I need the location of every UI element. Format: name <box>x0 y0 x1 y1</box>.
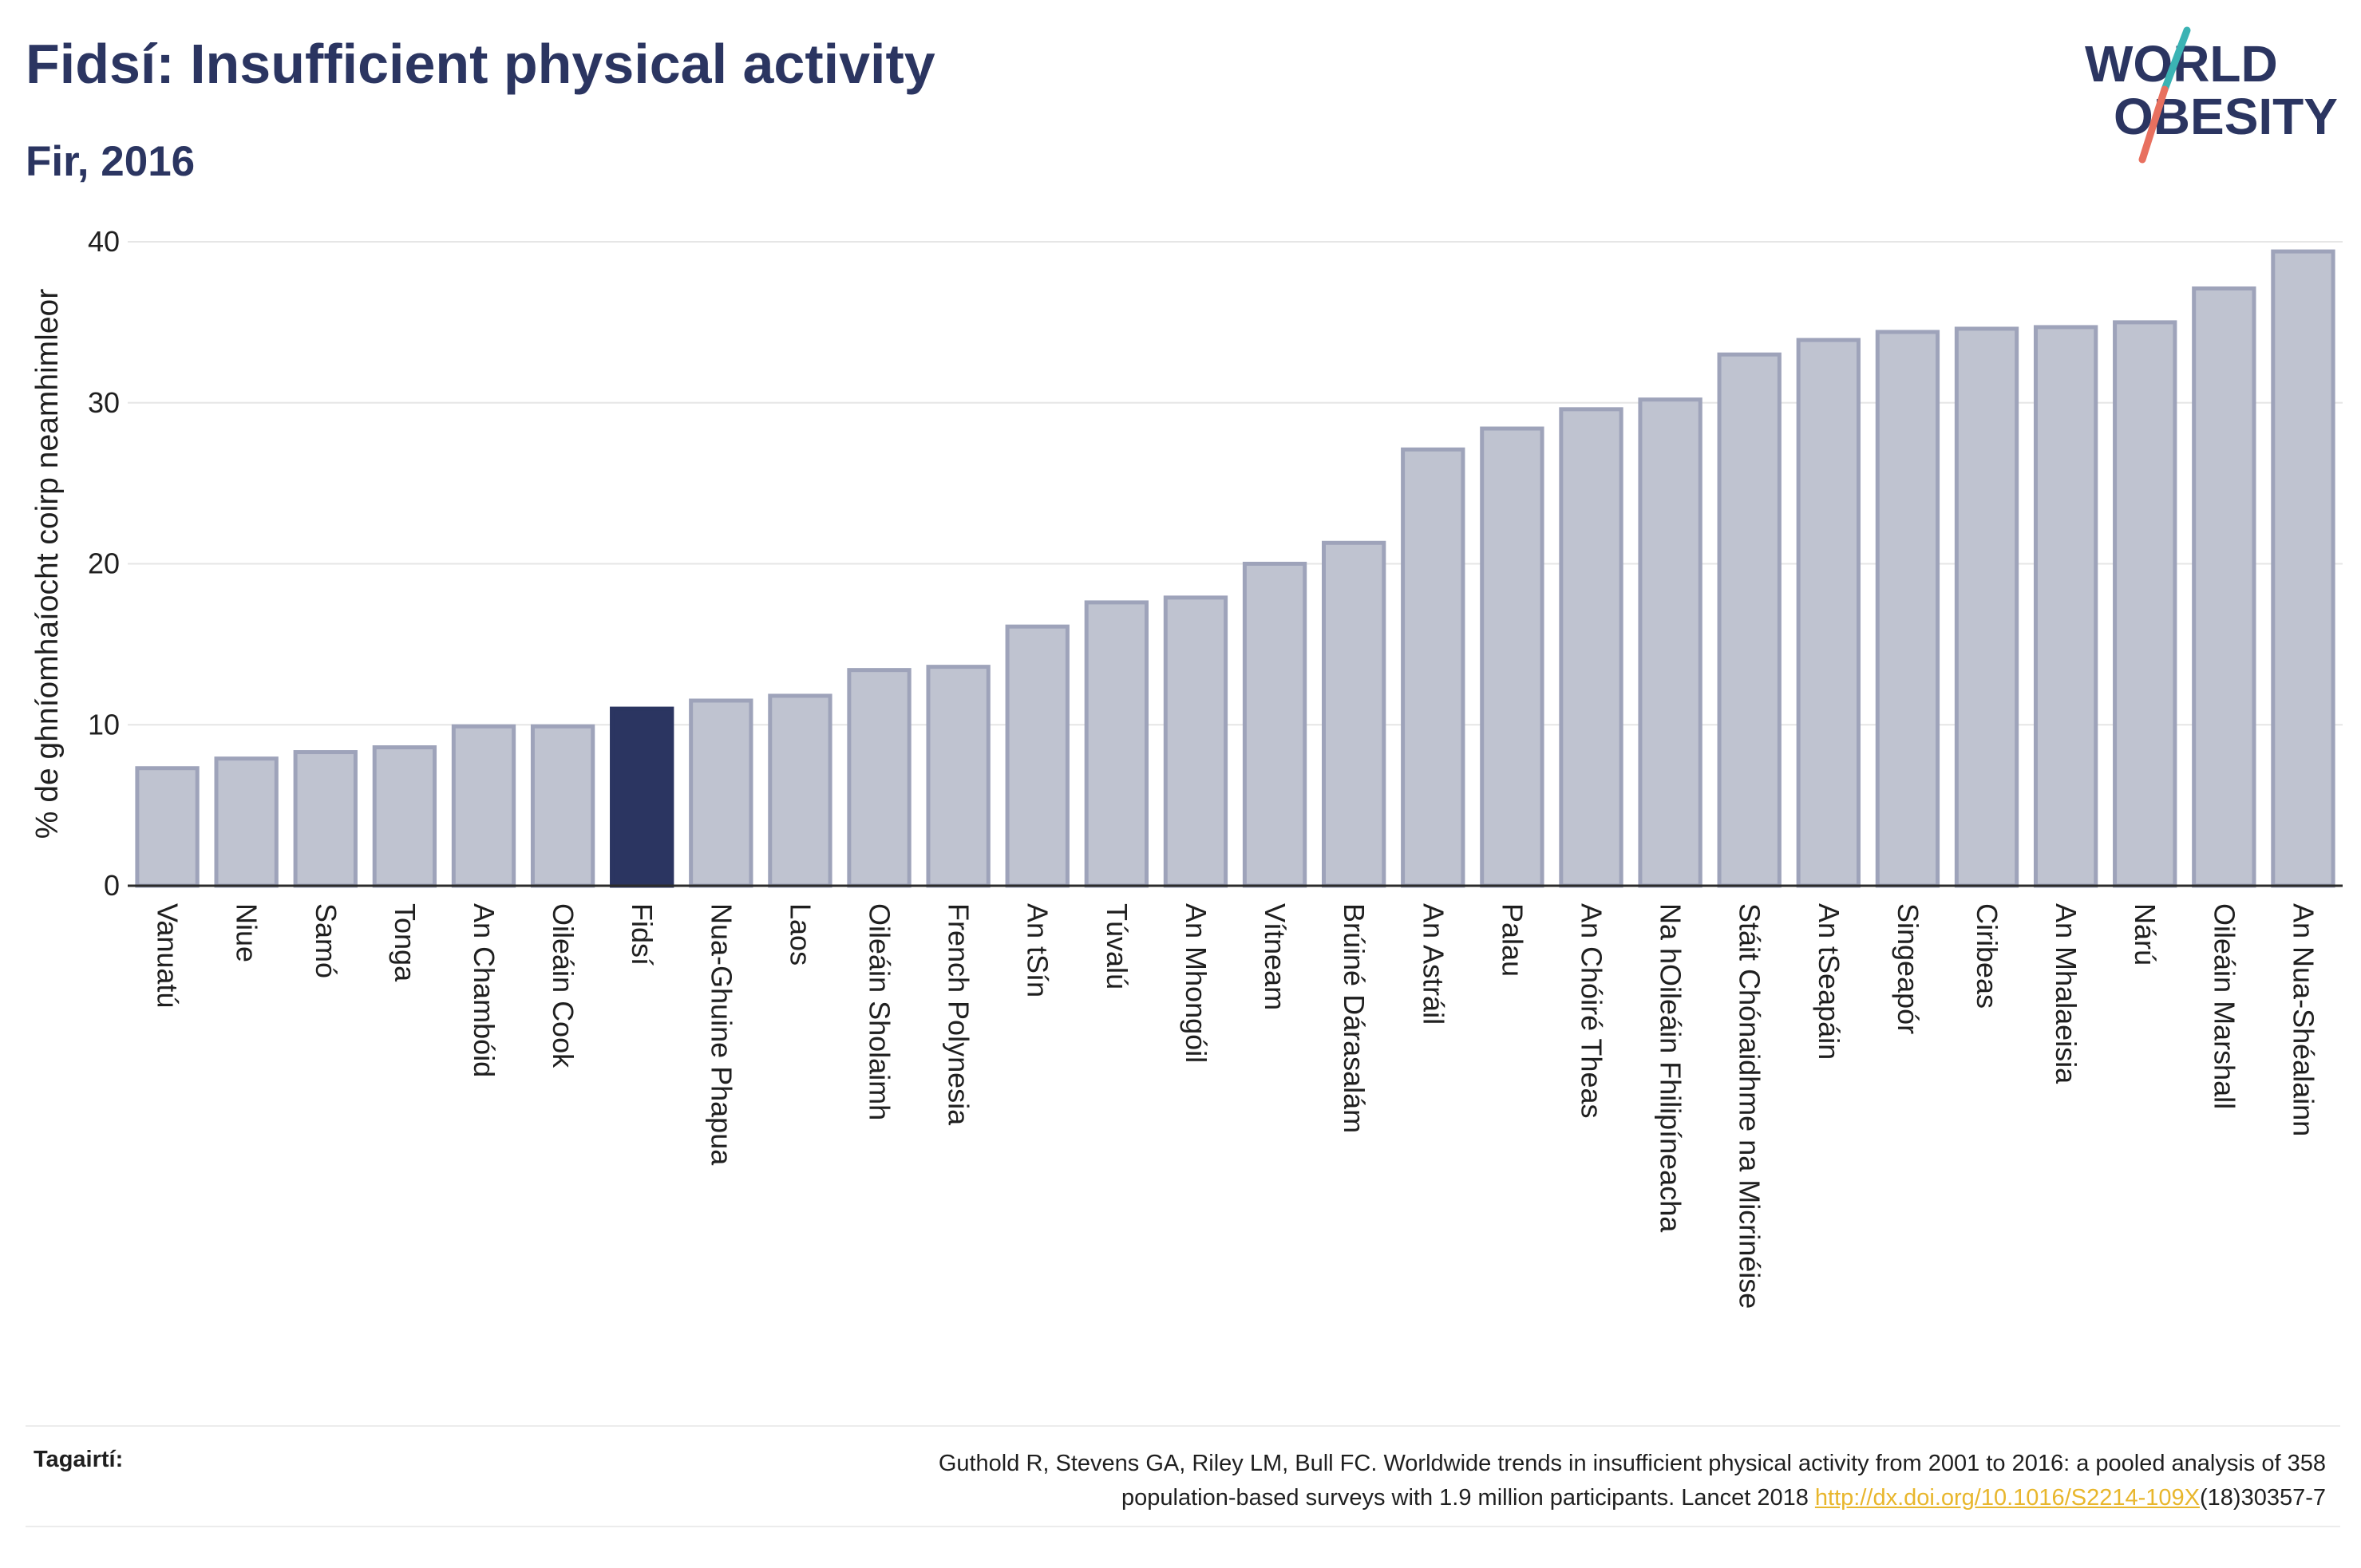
x-tick-label: Tonga <box>389 903 421 982</box>
bar-country <box>1480 426 1544 888</box>
y-tick-label: 0 <box>104 869 120 902</box>
bar-country <box>1242 562 1307 888</box>
bar-country <box>1322 540 1386 888</box>
bar-country <box>2192 286 2256 888</box>
reference-text: Guthold R, Stevens GA, Riley LM, Bull FC… <box>490 1447 2326 1515</box>
y-tick-label: 10 <box>88 708 120 741</box>
x-tick-label: Oileáin Marshall <box>2208 903 2240 1109</box>
bars <box>135 249 2335 888</box>
x-tick-label: Ciribeas <box>1971 903 2003 1009</box>
bar-country <box>1401 447 1465 888</box>
reference-label: Tagairtí: <box>34 1447 124 1472</box>
x-tick-label: An Chambóid <box>468 903 500 1077</box>
x-tick-label: Fidsí <box>626 903 658 966</box>
x-tick-label: An Mhalaeisia <box>2050 903 2082 1084</box>
x-tick-label: Brúiné Dárasalám <box>1338 903 1370 1133</box>
bar-country <box>214 756 279 888</box>
bar-country <box>2271 249 2335 888</box>
bar-country <box>1163 595 1228 888</box>
bar-country <box>1875 330 1940 888</box>
bar-country <box>293 750 358 888</box>
x-tick-label: Vítneam <box>1259 903 1291 1010</box>
bar-chart: 0 10 20 30 40 Vanuatú Niue Samó Tonga An Chambói… <box>30 225 2343 1309</box>
y-axis-title: % de ghníomhaíocht coirp neamhimleor <box>30 289 65 839</box>
x-axis-labels: Vanuatú Niue Samó Tonga An Chambóid Oileáin C… <box>152 903 2320 1309</box>
x-tick-label: Oileáin Sholaimh <box>864 903 896 1120</box>
x-tick-label: An Mhongóil <box>1180 903 1212 1063</box>
bar-country <box>451 724 516 888</box>
y-tick-label: 20 <box>88 547 120 580</box>
bar-country <box>689 698 753 888</box>
x-tick-label: Oileáin Cook <box>547 903 579 1068</box>
x-tick-label: Stáit Chónaidhme na Micrinéise <box>1734 903 1766 1309</box>
bar-country <box>1954 326 2019 888</box>
bar-country <box>135 766 200 888</box>
footer-divider-top <box>26 1425 2340 1427</box>
x-tick-label: French Polynesia <box>943 903 975 1126</box>
bar-country <box>2033 325 2098 888</box>
chart-title: Fidsí: Insufficient physical activity <box>26 33 935 95</box>
x-tick-label: An Chóiré Theas <box>1575 903 1608 1119</box>
y-axis-ticks: 0 10 20 30 40 <box>88 225 120 902</box>
y-tick-label: 30 <box>88 386 120 419</box>
x-tick-label: Palau <box>1496 903 1529 977</box>
bar-country <box>1559 407 1623 888</box>
bar-country <box>372 745 437 888</box>
x-tick-label: An tSeapáin <box>1813 903 1845 1060</box>
reference-line2: population-based surveys with 1.9 millio… <box>1121 1485 1815 1511</box>
x-tick-label: An tSín <box>1022 903 1054 997</box>
x-tick-label: Samó <box>310 903 342 978</box>
x-tick-label: Nua-Ghuine Phapua <box>705 903 738 1166</box>
world-obesity-logo: WORLD OBESITY <box>2085 26 2338 164</box>
x-tick-label: Laos <box>784 903 817 966</box>
y-tick-label: 40 <box>88 225 120 258</box>
chart-subtitle: Fir, 2016 <box>26 138 196 185</box>
x-tick-label: An Nua-Shéalainn <box>2287 903 2319 1136</box>
bar-country <box>2113 320 2177 888</box>
x-tick-label: Niue <box>231 903 263 962</box>
bar-highlight <box>610 706 674 888</box>
logo-slash-coral <box>2138 85 2169 164</box>
reference-doi-link[interactable]: http://dx.doi.org/10.1016/S2214-109X <box>1814 1485 2200 1511</box>
x-tick-label: Singeapór <box>1892 903 1924 1034</box>
bar-country <box>1796 338 1861 888</box>
bar-country <box>768 693 832 888</box>
x-tick-label: Vanuatú <box>152 903 184 1008</box>
x-tick-label: Na hOileáin Fhilipíneacha <box>1655 903 1687 1233</box>
bar-country <box>1638 397 1703 888</box>
bar-country <box>926 665 991 888</box>
logo-slash-teal <box>2161 26 2191 93</box>
reference-line2-end: (18)30357-7 <box>2200 1485 2326 1511</box>
bar-country <box>530 724 595 888</box>
bar-country <box>1005 624 1070 888</box>
x-tick-label: Túvalú <box>1101 903 1133 989</box>
footer-divider-bottom <box>26 1526 2340 1527</box>
bar-country <box>847 668 912 888</box>
bar-country <box>1717 352 1782 888</box>
bar-country <box>1084 600 1149 888</box>
reference-line1: Guthold R, Stevens GA, Riley LM, Bull FC… <box>938 1451 2326 1476</box>
x-tick-label: An Astráil <box>1417 903 1449 1025</box>
x-tick-label: Nárú <box>2129 903 2161 966</box>
